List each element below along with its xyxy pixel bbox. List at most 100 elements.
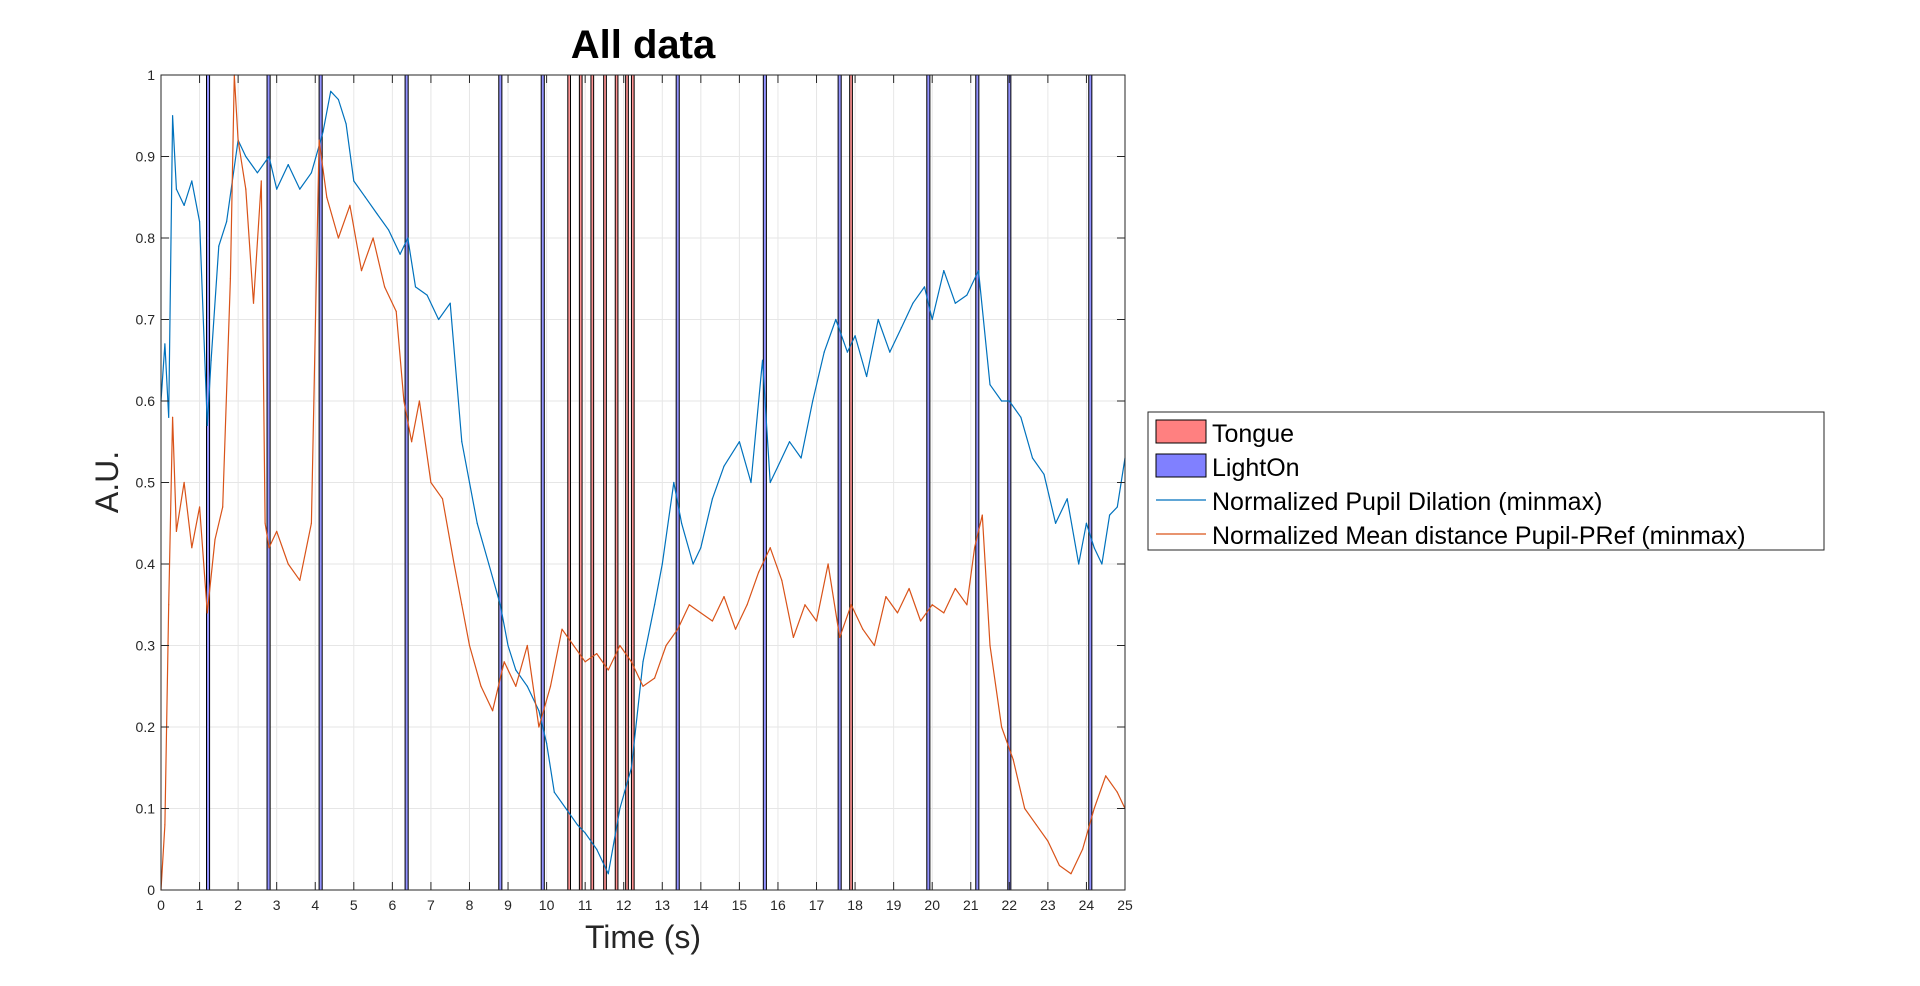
data-point-mean-distance <box>850 604 852 606</box>
data-point-mean-distance <box>411 441 413 443</box>
data-point-mean-distance <box>607 669 609 671</box>
data-point-pupil-dilation <box>322 131 324 133</box>
data-point-pupil-dilation <box>353 180 355 182</box>
data-point-pupil-dilation <box>923 286 926 288</box>
band-tongue <box>849 74 853 891</box>
data-point-mean-distance <box>549 685 552 687</box>
legend-label-tongue: Tongue <box>1212 420 1294 448</box>
data-point-pupil-dilation <box>1001 400 1003 402</box>
data-point-pupil-dilation <box>407 237 409 239</box>
band-lighton <box>1088 74 1093 891</box>
data-point-pupil-dilation <box>1043 473 1045 475</box>
data-point-mean-distance <box>677 628 679 630</box>
data-point-mean-distance <box>164 824 166 826</box>
data-point-pupil-dilation <box>900 327 902 329</box>
data-point-pupil-dilation <box>931 318 933 321</box>
legend-box <box>1147 411 1825 551</box>
data-point-pupil-dilation <box>700 547 702 549</box>
data-point-pupil-dilation <box>619 807 621 810</box>
data-point-pupil-dilation <box>1031 457 1034 459</box>
data-point-pupil-dilation <box>526 685 528 687</box>
chart-title: All data <box>571 23 716 67</box>
data-point-pupil-dilation <box>596 848 598 850</box>
data-point-mean-distance <box>372 237 374 239</box>
data-point-pupil-dilation <box>507 644 509 647</box>
y-tick-label: 0.5 <box>136 475 156 491</box>
x-tick-label: 19 <box>886 897 902 913</box>
data-point-mean-distance <box>700 612 702 614</box>
data-point-pupil-dilation <box>268 155 270 158</box>
data-point-pupil-dilation <box>164 343 166 345</box>
band-tongue <box>625 74 629 891</box>
data-point-mean-distance <box>252 302 255 304</box>
data-point-mean-distance <box>526 644 528 647</box>
data-point-pupil-dilation <box>576 824 579 826</box>
data-point-pupil-dilation <box>553 791 555 793</box>
data-point-mean-distance <box>1081 848 1084 850</box>
data-point-pupil-dilation <box>183 204 185 206</box>
data-point-pupil-dilation <box>299 188 301 190</box>
data-point-pupil-dilation <box>256 172 258 174</box>
data-point-pupil-dilation <box>515 669 517 671</box>
data-point-pupil-dilation <box>376 212 378 215</box>
data-point-mean-distance <box>943 612 945 614</box>
band-lighton <box>975 74 980 891</box>
data-point-mean-distance <box>191 547 193 549</box>
data-point-pupil-dilation <box>823 351 825 353</box>
band-lighton <box>404 74 409 891</box>
data-point-pupil-dilation <box>777 465 779 467</box>
data-point-mean-distance <box>989 644 991 647</box>
data-point-pupil-dilation <box>546 742 548 744</box>
x-tick-label: 16 <box>770 897 786 913</box>
data-point-pupil-dilation <box>912 302 914 304</box>
data-point-mean-distance <box>276 530 278 533</box>
data-point-pupil-dilation <box>723 465 725 467</box>
data-point-pupil-dilation <box>399 253 401 255</box>
x-tick-label: 3 <box>273 897 281 913</box>
data-point-mean-distance <box>815 620 818 622</box>
data-point-mean-distance <box>318 139 320 141</box>
data-point-pupil-dilation <box>168 416 170 418</box>
data-point-mean-distance <box>920 620 922 622</box>
legend: Tongue LightOn Normalized Pupil Dilation… <box>1147 411 1825 551</box>
data-point-mean-distance <box>360 270 363 272</box>
x-tick-label: 18 <box>847 897 863 913</box>
data-point-mean-distance <box>711 620 714 622</box>
data-point-pupil-dilation <box>1078 563 1080 565</box>
y-tick-label: 0 <box>147 882 155 898</box>
data-point-mean-distance <box>792 636 794 638</box>
legend-item-lighton: LightOn <box>1155 453 1300 482</box>
y-tick-label: 0.8 <box>136 230 156 246</box>
legend-swatch-tongue <box>1155 419 1207 444</box>
y-tick-label: 0.4 <box>136 556 156 572</box>
data-point-pupil-dilation <box>218 245 220 247</box>
data-point-mean-distance <box>503 661 505 663</box>
data-point-pupil-dilation <box>1116 506 1118 508</box>
legend-item-pupil-dilation: Normalized Pupil Dilation (minmax) <box>1156 488 1602 516</box>
data-point-mean-distance <box>723 596 725 598</box>
x-tick-label: 10 <box>539 897 555 913</box>
data-point-mean-distance <box>260 180 262 182</box>
band-tongue <box>567 74 572 891</box>
data-point-pupil-dilation <box>761 359 764 361</box>
data-point-mean-distance <box>1105 775 1107 777</box>
data-point-mean-distance <box>310 522 312 524</box>
data-point-mean-distance <box>453 563 455 565</box>
x-tick-label: 21 <box>963 897 979 913</box>
data-point-mean-distance <box>908 587 910 590</box>
x-tick-label: 13 <box>654 897 670 913</box>
data-point-pupil-dilation <box>1020 416 1022 418</box>
data-point-mean-distance <box>981 514 983 516</box>
data-point-mean-distance <box>734 628 737 630</box>
data-point-pupil-dilation <box>175 188 178 190</box>
data-point-pupil-dilation <box>943 270 945 272</box>
data-point-mean-distance <box>168 604 170 606</box>
data-point-mean-distance <box>337 237 339 239</box>
data-point-pupil-dilation <box>954 302 956 304</box>
data-point-pupil-dilation <box>673 481 675 484</box>
data-point-pupil-dilation <box>476 522 478 524</box>
data-point-mean-distance <box>1012 759 1014 761</box>
data-point-pupil-dilation <box>191 180 193 182</box>
data-point-pupil-dilation <box>966 294 968 296</box>
